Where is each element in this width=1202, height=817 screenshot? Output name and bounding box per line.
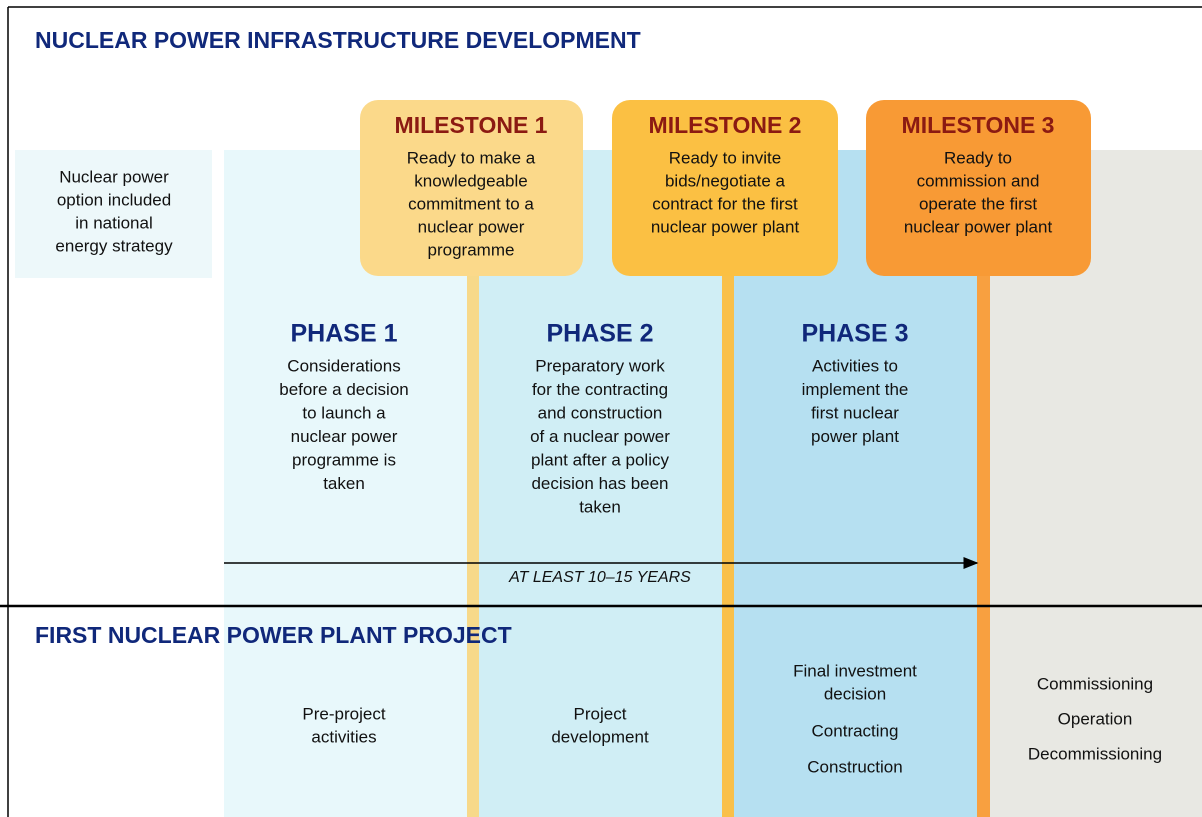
phase-text: of a nuclear power [530, 427, 670, 446]
phase-text: taken [579, 497, 621, 516]
milestone-text: commission and [917, 171, 1040, 190]
project-item: Operation [1058, 709, 1133, 728]
project-item: Construction [807, 757, 902, 776]
milestone-text: knowledgeable [414, 171, 527, 190]
start-box [15, 150, 212, 278]
phase-text: first nuclear [811, 403, 899, 422]
start-note: energy strategy [55, 236, 173, 255]
project-item: activities [311, 727, 376, 746]
milestone-text: operate the first [919, 194, 1037, 213]
start-note: option included [57, 190, 171, 209]
project-item: Project [574, 704, 627, 723]
phase-text: nuclear power [291, 427, 398, 446]
phase-text: programme is [292, 450, 396, 469]
phase-text: power plant [811, 427, 899, 446]
project-title: FIRST NUCLEAR POWER PLANT PROJECT [35, 622, 512, 648]
milestone-line [977, 260, 990, 817]
project-item: Pre-project [302, 704, 385, 723]
phase-text: before a decision [279, 380, 408, 399]
milestone-text: commitment to a [408, 194, 534, 213]
milestone-text: bids/negotiate a [665, 171, 786, 190]
milestone-line [467, 260, 479, 817]
phase-title: PHASE 1 [291, 320, 398, 348]
phase-text: implement the [802, 380, 909, 399]
title: NUCLEAR POWER INFRASTRUCTURE DEVELOPMENT [35, 27, 641, 53]
milestone-text: nuclear power plant [904, 217, 1053, 236]
project-item: decision [824, 684, 886, 703]
milestone-text: Ready to make a [407, 148, 536, 167]
milestone-line [722, 260, 734, 817]
phase-text: taken [323, 474, 365, 493]
milestone-text: programme [428, 240, 515, 259]
milestone-text: nuclear power plant [651, 217, 800, 236]
milestone-box [612, 100, 838, 276]
phase-text: plant after a policy [531, 450, 669, 469]
phase-title: PHASE 3 [802, 320, 909, 348]
phase-text: to launch a [302, 403, 386, 422]
phase-text: and construction [538, 403, 663, 422]
project-item: development [551, 727, 649, 746]
phase-text: Considerations [287, 356, 400, 375]
project-item: Decommissioning [1028, 744, 1162, 763]
milestone-title: MILESTONE 3 [902, 112, 1055, 138]
milestone-title: MILESTONE 1 [395, 112, 548, 138]
project-item: Final investment [793, 661, 917, 680]
start-note: in national [75, 213, 153, 232]
project-item: Contracting [812, 721, 899, 740]
milestone-title: MILESTONE 2 [649, 112, 802, 138]
milestone-text: contract for the first [652, 194, 798, 213]
phase-text: Activities to [812, 356, 898, 375]
start-note: Nuclear power [59, 167, 169, 186]
phase-title: PHASE 2 [547, 320, 654, 348]
phase-text: Preparatory work [535, 356, 665, 375]
milestone-text: nuclear power [418, 217, 525, 236]
milestone-text: Ready to [944, 148, 1012, 167]
duration: AT LEAST 10–15 YEARS [508, 569, 691, 586]
project-item: Commissioning [1037, 674, 1153, 693]
milestone-text: Ready to invite [669, 148, 781, 167]
milestone-box [360, 100, 583, 276]
phase-text: decision has been [531, 474, 668, 493]
milestone-box [866, 100, 1091, 276]
phase-text: for the contracting [532, 380, 668, 399]
